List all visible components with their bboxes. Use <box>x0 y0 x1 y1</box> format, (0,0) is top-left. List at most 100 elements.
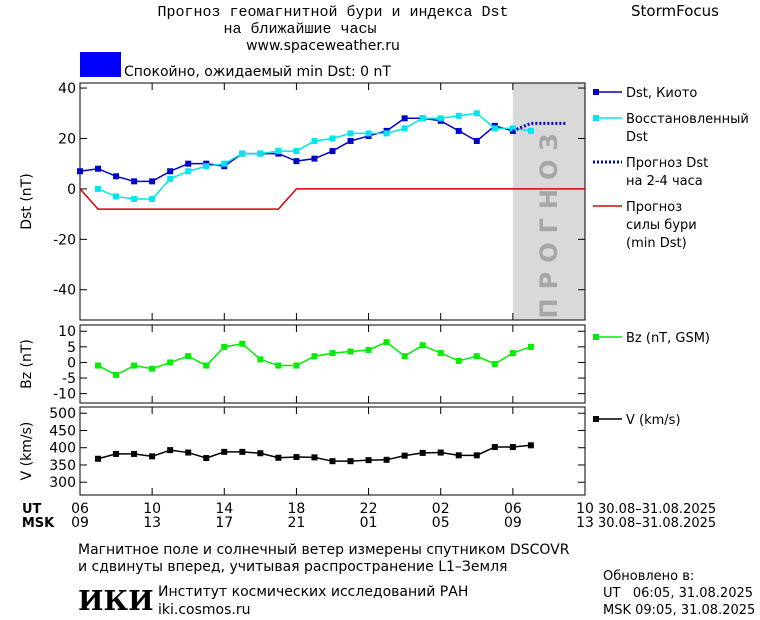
y-tick-label: 20 <box>58 131 76 147</box>
y-tick-label: -40 <box>53 283 76 299</box>
point <box>95 362 102 369</box>
x-tick-label: 02 <box>432 501 450 517</box>
point <box>347 137 354 144</box>
y-tick-label: 350 <box>49 458 76 474</box>
point <box>113 173 120 180</box>
url: www.spaceweather.ru <box>246 38 400 54</box>
status-text: Спокойно, ожидаемый min Dst: 0 nT <box>124 64 391 80</box>
point <box>329 148 336 155</box>
point <box>347 458 354 465</box>
point <box>509 125 516 132</box>
point <box>185 160 192 167</box>
point <box>113 193 120 200</box>
point <box>473 137 480 144</box>
legend-label: V (km/s) <box>626 413 681 428</box>
plot-frame <box>79 406 586 496</box>
updated-ut: UT 06:05, 31.08.2025 <box>603 586 753 601</box>
title: Прогноз геомагнитной бури и индекса Dst <box>157 4 508 21</box>
point <box>401 125 408 132</box>
legend-label: на 2-4 часа <box>626 174 703 189</box>
footer-note: и сдвинуты вперед, учитывая распростране… <box>78 559 507 575</box>
legend-marker <box>593 115 599 121</box>
y-tick-label: 500 <box>49 406 76 422</box>
point <box>347 130 354 137</box>
point <box>203 163 210 170</box>
legend-marker <box>593 416 599 422</box>
point <box>311 155 318 162</box>
point <box>239 340 246 347</box>
point <box>95 455 102 462</box>
point <box>131 178 138 185</box>
point <box>491 444 498 451</box>
point <box>221 343 228 350</box>
x2-range-label: 30.08–31.08.2025 <box>598 516 716 531</box>
point <box>491 361 498 367</box>
x2-tick-label: 13 <box>143 515 161 531</box>
plot-frame <box>79 324 586 404</box>
point <box>149 365 156 372</box>
point <box>311 353 318 360</box>
point <box>365 346 372 353</box>
logo: ИКИ <box>78 586 154 617</box>
status-box <box>80 52 121 77</box>
point <box>329 350 336 357</box>
point <box>95 185 102 192</box>
x-tick-label: 14 <box>215 501 233 517</box>
point <box>527 343 534 350</box>
x2-axis-label: MSK <box>22 516 55 531</box>
point <box>293 362 300 369</box>
point <box>275 454 282 461</box>
y-axis-label: Dst (nT) <box>19 173 35 229</box>
series-line <box>79 188 585 210</box>
point <box>329 458 336 465</box>
point <box>149 453 156 460</box>
legend-label: Прогноз <box>626 200 682 215</box>
point <box>221 160 228 167</box>
legend-label: Прогноз Dst <box>626 156 708 171</box>
y-tick-label: -10 <box>53 387 76 403</box>
x2-tick-label: 09 <box>504 515 522 531</box>
point <box>239 150 246 157</box>
y-axis-label: V (km/s) <box>19 422 35 481</box>
point <box>131 450 138 457</box>
legend-label: Восстановленный <box>626 112 749 127</box>
point <box>383 130 390 137</box>
point <box>491 125 498 132</box>
y-tick-label: 0 <box>67 182 76 198</box>
point <box>113 450 120 457</box>
point <box>257 150 264 157</box>
point <box>95 165 102 172</box>
x2-tick-label: 09 <box>71 515 89 531</box>
point <box>113 371 120 378</box>
y-axis-label: Bz (nT) <box>19 339 35 389</box>
point <box>77 168 83 175</box>
point <box>401 115 408 122</box>
site: iki.cosmos.ru <box>158 602 250 618</box>
y-tick-label: -20 <box>53 232 76 248</box>
point <box>221 448 228 455</box>
legend-label: Dst, Киото <box>626 86 697 101</box>
point <box>275 362 282 369</box>
forecast-label: ПРОГНОЗ <box>535 125 563 319</box>
x-tick-label: 06 <box>504 501 522 517</box>
point <box>509 444 516 451</box>
point <box>419 115 426 122</box>
legend-label: Bz (nT, GSM) <box>626 331 710 346</box>
point <box>401 353 408 360</box>
y-tick-label: 300 <box>49 475 76 491</box>
point <box>275 148 282 155</box>
y-tick-label: 5 <box>67 340 76 356</box>
x-tick-label: 18 <box>288 501 306 517</box>
legend-label: Dst <box>626 130 648 145</box>
institute: Институт космических исследований РАН <box>158 584 468 600</box>
x-range-label: 30.08–31.08.2025 <box>598 502 716 517</box>
point <box>365 130 372 137</box>
point <box>311 454 318 461</box>
point <box>455 127 462 134</box>
point <box>419 449 426 456</box>
x-tick-label: 10 <box>143 501 161 517</box>
legend-marker <box>593 89 599 95</box>
point <box>347 348 354 355</box>
point <box>437 350 444 357</box>
